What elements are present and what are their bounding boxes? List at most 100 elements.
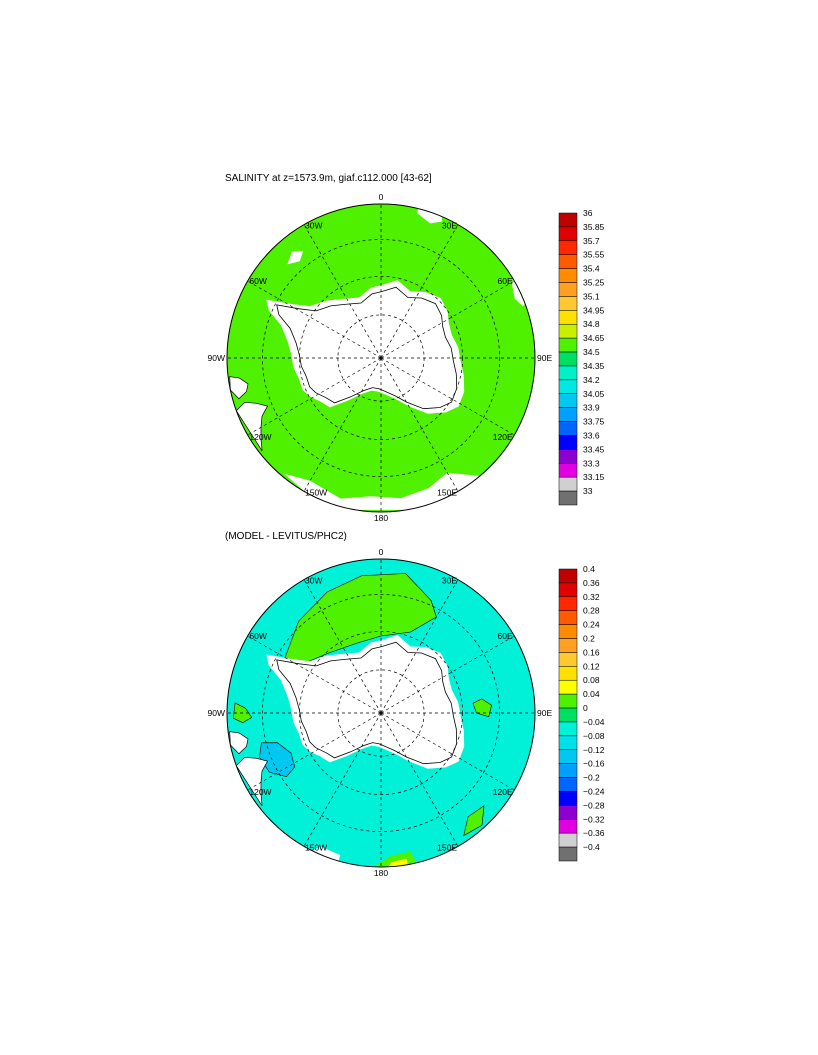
colorbar-swatch xyxy=(558,226,578,242)
colorbar-swatch xyxy=(558,707,578,723)
colorbar-swatch xyxy=(558,721,578,737)
colorbar-swatch xyxy=(558,463,578,478)
outer-no-data xyxy=(284,472,480,510)
longitude-label: 90E xyxy=(537,353,552,363)
meridian-line xyxy=(303,357,382,492)
longitude-label: 30E xyxy=(442,575,457,585)
colorbar-label: −0.4 xyxy=(583,842,600,852)
longitude-label: 150W xyxy=(305,843,327,853)
colorbar-swatch xyxy=(558,407,578,422)
colorbar-label: −0.12 xyxy=(583,745,605,755)
colorbar-label: 33.9 xyxy=(583,403,600,413)
colorbar-swatch xyxy=(558,638,578,653)
colorbar-swatch xyxy=(558,735,578,751)
longitude-label: 120E xyxy=(493,787,513,797)
colorbar-label: −0.08 xyxy=(583,731,605,741)
colorbar-swatch xyxy=(558,846,578,862)
longitude-label: 30W xyxy=(305,220,322,230)
colorbar-label: 33 xyxy=(583,486,593,496)
longitude-label: 90W xyxy=(208,708,225,718)
latitude-circle xyxy=(262,239,500,477)
colorbar-label: 35.1 xyxy=(583,291,600,301)
longitude-label: 0 xyxy=(379,192,384,202)
latitude-circle xyxy=(299,276,463,440)
meridian-line xyxy=(380,712,459,847)
longitude-label: 60W xyxy=(249,276,266,286)
colorbar-label: −0.16 xyxy=(583,759,605,769)
meridian-line xyxy=(247,357,382,436)
longitude-label: 0 xyxy=(379,547,384,557)
meridian-line xyxy=(303,579,382,714)
meridian-line xyxy=(380,357,515,436)
colorbar-label: 36 xyxy=(583,208,593,218)
longitude-label: 120W xyxy=(249,787,271,797)
colorbar-swatch xyxy=(558,568,578,584)
colorbar-label: 0.32 xyxy=(583,592,600,602)
colorbar-swatch xyxy=(558,791,578,806)
colorbar-swatch xyxy=(558,693,578,709)
meridian-line xyxy=(303,224,382,359)
meridian-line xyxy=(380,579,459,714)
colorbar-label: 33.75 xyxy=(583,417,605,427)
colorbar-swatch xyxy=(558,240,578,255)
colorbar-swatch xyxy=(558,268,578,283)
meridian-line xyxy=(247,712,382,791)
colorbar-label: 35.7 xyxy=(583,236,600,246)
colorbar-label: 0.36 xyxy=(583,578,600,588)
colorbar-label: 33.6 xyxy=(583,430,600,440)
map-field xyxy=(227,204,535,512)
colorbar-swatch xyxy=(558,582,578,598)
colorbar-label: 35.25 xyxy=(583,278,605,288)
meridian-line xyxy=(380,712,515,791)
colorbar-label: 0.2 xyxy=(583,634,595,644)
colorbar-swatch xyxy=(558,652,578,667)
colorbar-label: 0.08 xyxy=(583,675,600,685)
meridian-line xyxy=(303,712,382,847)
polar-map-difference: 0 30E 60E 90E 120E 150E 180 150W 120W 90W 60W 30W xyxy=(208,547,553,878)
panel2-title: (MODEL - LEVITUS/PHC2) xyxy=(225,531,347,542)
longitude-label: 150E xyxy=(437,843,457,853)
colorbar-swatch xyxy=(558,679,578,695)
colorbar-swatch xyxy=(558,666,578,681)
colorbar-label: 0 xyxy=(583,703,588,713)
colorbar-label: −0.28 xyxy=(583,800,605,810)
longitude-label: 60E xyxy=(498,631,513,641)
colorbar-swatch xyxy=(558,254,578,269)
longitude-label: 30E xyxy=(442,220,457,230)
longitude-label: 180 xyxy=(374,868,388,878)
colorbar-label: −0.32 xyxy=(583,814,605,824)
colorbar-swatch xyxy=(558,819,578,834)
longitude-label: 90E xyxy=(537,708,552,718)
colorbar-label: −0.04 xyxy=(583,717,605,727)
colorbar-swatch xyxy=(558,337,578,353)
antarctica-coastline xyxy=(276,286,458,410)
meridian-line xyxy=(247,280,382,359)
antarctica-coastline xyxy=(276,641,458,765)
latitude-circle xyxy=(299,631,463,795)
colorbar-label: 35.55 xyxy=(583,250,605,260)
panel1-title: SALINITY at z=1573.9m, giaf.c112.000 [43… xyxy=(225,173,432,184)
longitude-label: 120E xyxy=(493,432,513,442)
colorbar-swatch xyxy=(558,490,578,506)
map-border xyxy=(226,203,536,513)
longitude-label: 150E xyxy=(437,488,457,498)
longitude-label: 60E xyxy=(498,276,513,286)
colorbar-label: −0.36 xyxy=(583,828,605,838)
colorbar-label: −0.2 xyxy=(583,773,600,783)
colorbar-swatch xyxy=(558,624,578,639)
colorbar-swatch xyxy=(558,435,578,450)
colorbar-label: 34.65 xyxy=(583,333,605,343)
colorbar-label: 0.16 xyxy=(583,647,600,657)
longitude-label: 90W xyxy=(208,353,225,363)
meridian-line xyxy=(247,635,382,714)
meridian-line xyxy=(380,635,515,714)
colorbar-swatch xyxy=(558,282,578,297)
colorbar-label: 35.85 xyxy=(583,222,605,232)
colorbar-label: 33.15 xyxy=(583,472,605,482)
colorbar-label: 0.12 xyxy=(583,661,600,671)
colorbar-label: 0.04 xyxy=(583,689,600,699)
meridian-line xyxy=(380,224,459,359)
colorbar-swatch xyxy=(558,351,578,367)
colorbar-swatch xyxy=(558,310,578,325)
